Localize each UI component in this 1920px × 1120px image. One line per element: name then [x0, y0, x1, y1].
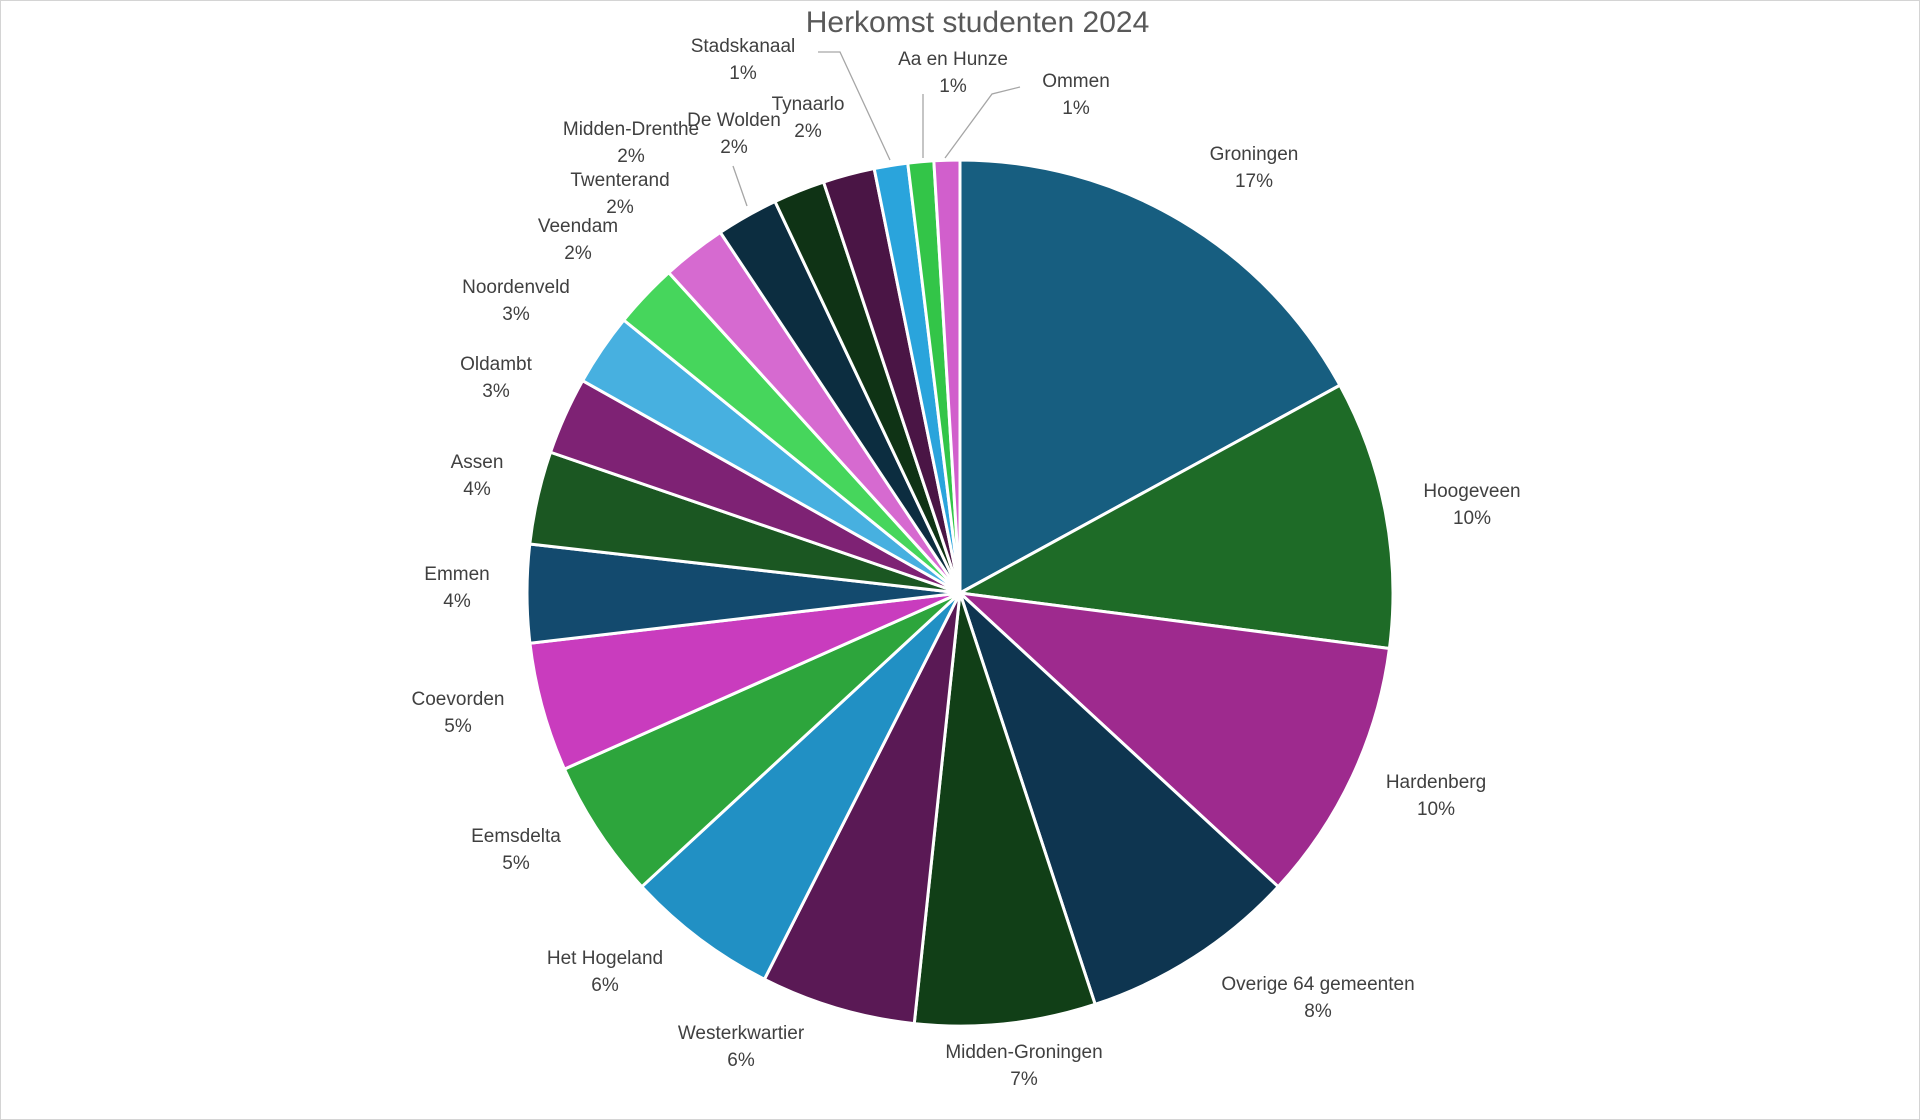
slice-label-percent: 2%: [720, 137, 748, 158]
slice-label-name: Noordenveld: [462, 277, 570, 298]
slice-label-percent: 7%: [1010, 1069, 1038, 1090]
pie-slice: [958, 591, 1280, 1006]
slice-label-name: De Wolden: [687, 110, 781, 131]
slice-label-percent: 5%: [444, 716, 472, 737]
pie-slice: [912, 591, 1097, 1028]
pie-slice: [932, 158, 962, 595]
slice-label-name: Westerkwartier: [678, 1023, 805, 1044]
pie-slice: [958, 158, 1342, 595]
slice-label-percent: 1%: [729, 63, 757, 84]
slice-label-name: Het Hogeland: [547, 948, 663, 969]
slice-label-name: Emmen: [424, 564, 489, 585]
slice-label-name: Midden-Groningen: [945, 1042, 1102, 1063]
slice-label-percent: 10%: [1453, 508, 1491, 529]
pie-slice: [762, 591, 962, 1026]
slice-label-name: Hoogeveen: [1423, 481, 1520, 502]
slice-label-percent: 4%: [443, 591, 471, 612]
slice-label-percent: 1%: [1062, 98, 1090, 119]
slice-label-name: Oldambt: [460, 354, 533, 375]
slice-label-percent: 4%: [463, 479, 491, 500]
leader-line: [732, 165, 748, 207]
slice-label-percent: 2%: [794, 121, 822, 142]
pie-slices: [525, 158, 1395, 1028]
slice-label-percent: 6%: [591, 975, 619, 996]
slice-label-name: Assen: [451, 452, 504, 473]
leader-line: [818, 51, 891, 161]
slice-label-name: Eemsdelta: [471, 826, 561, 847]
leader-line: [944, 86, 1021, 159]
leader-lines: [732, 51, 1021, 207]
slice-label-percent: 5%: [502, 853, 530, 874]
slice-label-name: Tynaarlo: [772, 94, 845, 115]
pie-slice: [958, 383, 1395, 650]
pie-slice: [562, 591, 962, 889]
slice-label-percent: 3%: [482, 381, 510, 402]
slice-label-name: Stadskanaal: [691, 36, 796, 57]
slice-label-name: Veendam: [538, 216, 618, 237]
data-labels: Groningen 17% Hoogeveen 10% Hardenberg 10% Ove…: [412, 36, 1521, 1090]
slice-label-percent: 3%: [502, 304, 530, 325]
slice-label-percent: 8%: [1304, 1001, 1332, 1022]
slice-label-percent: 2%: [564, 243, 592, 264]
slice-label-name: Ommen: [1042, 71, 1110, 92]
slice-label-name: Groningen: [1210, 144, 1299, 165]
slice-label-percent: 10%: [1417, 799, 1455, 820]
slice-label-name: Hardenberg: [1386, 772, 1486, 793]
slice-label-percent: 17%: [1235, 171, 1273, 192]
slice-label-name: Overige 64 gemeenten: [1221, 974, 1414, 995]
pie-slice: [640, 591, 962, 981]
chart-title: Herkomst studenten 2024: [805, 6, 1150, 39]
slice-label-name: Twenterand: [570, 170, 669, 191]
slice-label-percent: 2%: [617, 146, 645, 167]
slice-label-name: Coevorden: [412, 689, 505, 710]
slice-label-name: Aa en Hunze: [898, 49, 1008, 70]
slice-label-name: Midden-Drenthe: [563, 119, 699, 140]
pie-slice: [958, 591, 1391, 889]
slice-label-percent: 6%: [727, 1050, 755, 1071]
slice-label-percent: 2%: [606, 197, 634, 218]
slice-label-percent: 1%: [939, 76, 967, 97]
